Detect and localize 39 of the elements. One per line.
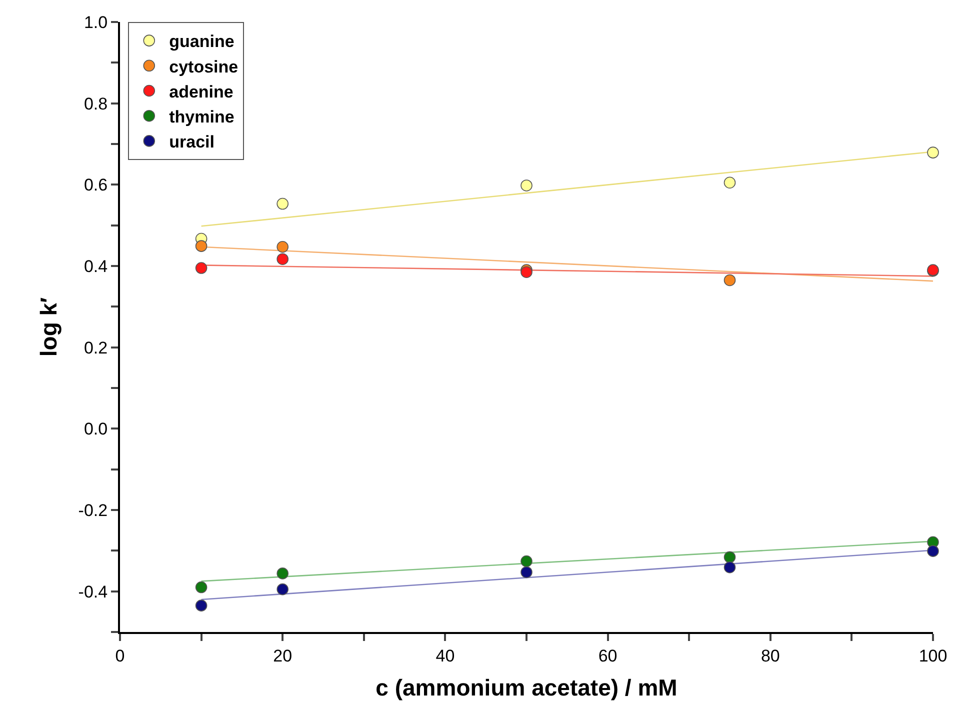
point — [276, 198, 288, 210]
y-tick-label: 1.0 — [84, 12, 108, 32]
point — [276, 583, 288, 596]
x-tick-label: 20 — [273, 646, 292, 666]
point — [927, 146, 939, 158]
point — [520, 555, 532, 568]
point — [195, 240, 208, 252]
legend-label: cytosine — [169, 57, 238, 76]
y-axis-title: log k′ — [35, 296, 62, 357]
point — [724, 274, 736, 286]
point — [276, 240, 288, 253]
legend-label: thymine — [169, 107, 234, 126]
y-tick-label: -0.2 — [78, 500, 108, 520]
x-tick-label: 100 — [918, 646, 948, 666]
point — [195, 600, 208, 612]
legend-label: uracil — [169, 132, 214, 152]
legend-label: guanine — [169, 32, 234, 52]
point — [927, 545, 939, 557]
y-tick-label: 0.6 — [84, 176, 108, 195]
point — [195, 262, 208, 274]
x-tick-label: 40 — [436, 646, 455, 666]
point — [724, 551, 736, 564]
point — [520, 566, 532, 578]
x-tick-label: 60 — [598, 646, 618, 666]
point — [276, 568, 288, 580]
point — [520, 180, 532, 192]
y-tick-label: -0.4 — [78, 582, 108, 602]
x-tick-label: 0 — [115, 646, 125, 666]
y-tick-label: 0.2 — [84, 338, 108, 358]
y-tick-label: 0.0 — [84, 420, 108, 439]
y-tick-label: 0.8 — [84, 94, 108, 114]
y-tick-label: 0.4 — [84, 256, 108, 276]
point — [195, 581, 208, 594]
x-tick-label: 80 — [760, 646, 780, 666]
point — [276, 253, 288, 265]
x-axis-title: c (ammonium acetate) / mM — [376, 674, 678, 700]
point — [724, 561, 736, 574]
point — [724, 176, 736, 189]
legend-label: adenine — [169, 82, 234, 102]
